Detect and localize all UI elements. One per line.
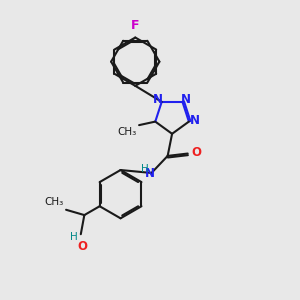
Text: F: F (131, 19, 140, 32)
Text: CH₃: CH₃ (44, 197, 64, 207)
Text: H: H (141, 164, 149, 173)
Text: N: N (181, 93, 191, 106)
Text: H: H (70, 232, 78, 242)
Text: N: N (190, 114, 200, 127)
Text: O: O (77, 239, 87, 253)
Text: N: N (153, 93, 163, 106)
Text: CH₃: CH₃ (118, 128, 137, 137)
Text: O: O (192, 146, 202, 159)
Text: N: N (145, 167, 155, 180)
